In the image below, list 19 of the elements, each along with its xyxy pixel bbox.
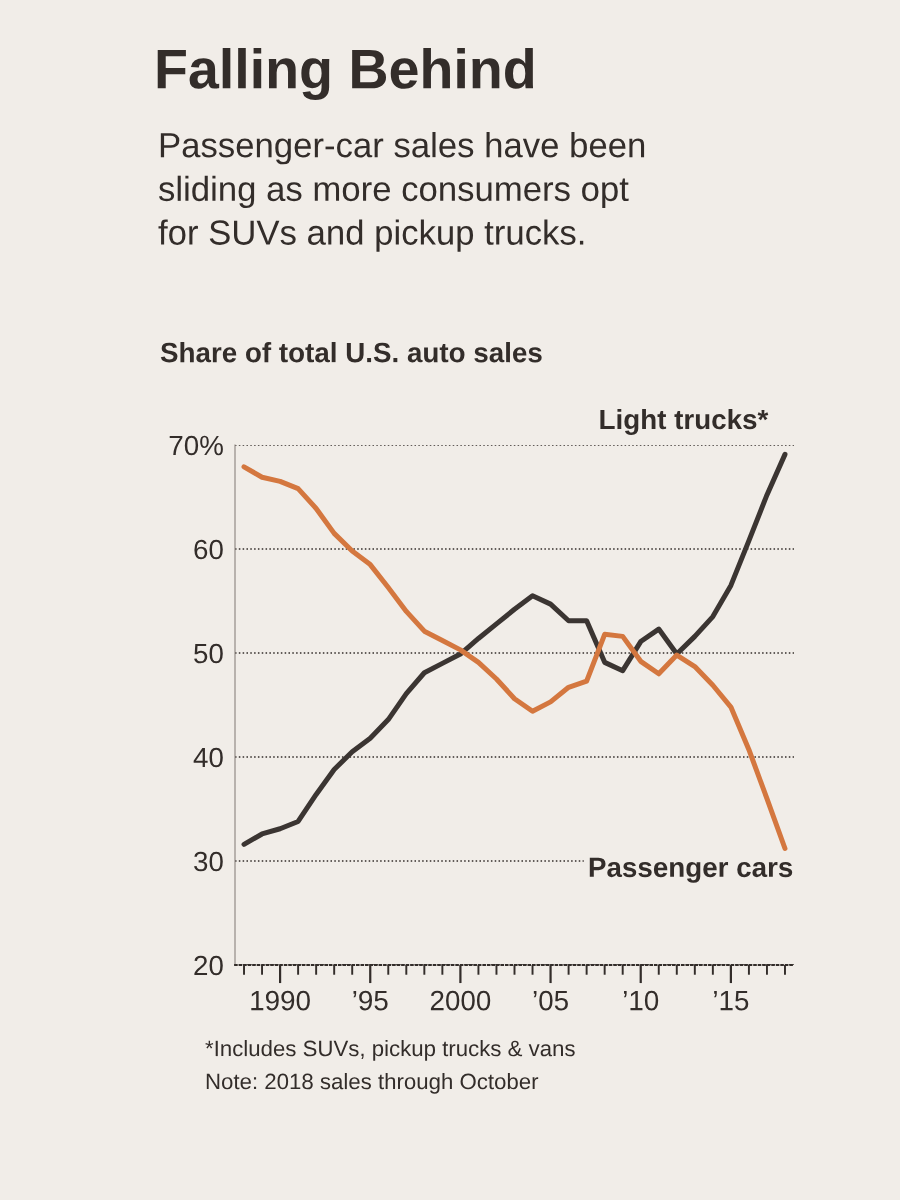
y-tick-label: 20 (194, 955, 223, 976)
x-tick-label: ’95 (353, 990, 388, 1011)
y-tick-label: 30 (194, 851, 223, 872)
series-label: Passenger cars (589, 857, 793, 883)
text: Note: 2018 sales through October (206, 1073, 539, 1094)
y-tick-label: 70% (169, 435, 223, 456)
y-tick-label: 40 (193, 747, 223, 768)
series-label: Light trucks* (600, 408, 769, 435)
x-tick-label: 2000 (430, 990, 491, 1011)
chart-title: Falling Behind (157, 48, 534, 101)
chart-subtitle: Passenger-car sales have been sliding as more consumers opt for SUVs and pickup trucks. (158, 132, 645, 252)
x-tick-label: ’10 (623, 990, 659, 1011)
x-tick-label: ’05 (533, 990, 568, 1011)
y-tick-label: 50 (194, 643, 223, 664)
x-tick-label: 1990 (251, 990, 310, 1011)
y-axis-title: Share of total U.S. auto sales (160, 342, 542, 363)
text: *Includes SUVs, pickup trucks & vans (205, 1040, 575, 1061)
x-tick-label: ’15 (714, 991, 749, 1011)
y-tick-label: 60 (194, 539, 223, 560)
